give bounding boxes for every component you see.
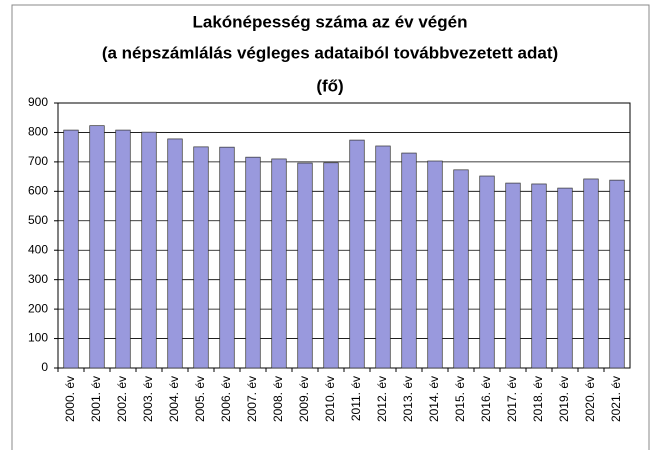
chart-title: (fő) bbox=[316, 76, 343, 95]
bar bbox=[375, 145, 391, 369]
y-tick-label: 100 bbox=[28, 331, 48, 345]
bar bbox=[427, 160, 443, 369]
y-tick-label: 600 bbox=[28, 184, 48, 198]
x-tick-label: 2003. év bbox=[141, 376, 155, 422]
bar bbox=[479, 175, 495, 369]
bar bbox=[193, 146, 209, 369]
bar bbox=[167, 138, 183, 369]
x-tick-label: 2017. év bbox=[505, 376, 519, 422]
x-tick-label: 2016. év bbox=[479, 376, 493, 422]
y-tick-label: 0 bbox=[41, 360, 48, 374]
x-tick-label: 2002. év bbox=[115, 376, 129, 422]
x-tick-label: 2008. év bbox=[271, 376, 285, 422]
bar bbox=[557, 187, 573, 369]
bar bbox=[219, 146, 235, 369]
bar bbox=[141, 131, 157, 369]
x-tick-label: 2018. év bbox=[531, 376, 545, 422]
bar bbox=[271, 158, 287, 369]
y-tick-label: 300 bbox=[28, 272, 48, 286]
bar bbox=[609, 179, 625, 369]
x-tick-label: 2011. év bbox=[349, 376, 363, 421]
bar bbox=[245, 156, 261, 369]
x-tick-label: 2004. év bbox=[167, 376, 181, 422]
bar bbox=[349, 139, 365, 369]
x-tick-label: 2014. év bbox=[427, 376, 441, 422]
x-tick-label: 2012. év bbox=[375, 376, 389, 422]
x-tick-label: 2007. év bbox=[245, 376, 259, 422]
bar bbox=[323, 162, 339, 369]
x-tick-label: 2009. év bbox=[297, 376, 311, 422]
bar bbox=[63, 129, 79, 369]
bar bbox=[89, 125, 105, 369]
y-tick-label: 200 bbox=[28, 301, 48, 315]
x-tick-label: 2019. év bbox=[557, 376, 571, 422]
bar bbox=[583, 178, 599, 369]
y-tick-label: 800 bbox=[28, 125, 48, 139]
y-tick-label: 700 bbox=[28, 154, 48, 168]
y-tick-label: 900 bbox=[28, 95, 48, 109]
bar bbox=[505, 182, 521, 369]
x-tick-label: 2020. év bbox=[583, 376, 597, 422]
bar bbox=[453, 169, 469, 369]
bar bbox=[115, 129, 131, 369]
bar bbox=[401, 152, 417, 369]
bar bbox=[531, 183, 547, 369]
x-tick-label: 2005. év bbox=[193, 376, 207, 422]
x-tick-label: 2013. év bbox=[401, 376, 415, 422]
x-tick-label: 2021. év bbox=[609, 376, 623, 422]
chart-title: Lakónépesség száma az év végén bbox=[193, 12, 468, 31]
x-tick-label: 2000. év bbox=[63, 376, 77, 422]
x-tick-label: 2015. év bbox=[453, 376, 467, 422]
x-tick-label: 2006. év bbox=[219, 376, 233, 422]
y-tick-label: 500 bbox=[28, 213, 48, 227]
x-tick-label: 2010. év bbox=[323, 376, 337, 422]
bar bbox=[297, 162, 313, 369]
y-tick-label: 400 bbox=[28, 242, 48, 256]
chart-title: (a népszámlálás végleges adataiból továb… bbox=[102, 43, 558, 62]
x-tick-label: 2001. év bbox=[89, 376, 103, 422]
